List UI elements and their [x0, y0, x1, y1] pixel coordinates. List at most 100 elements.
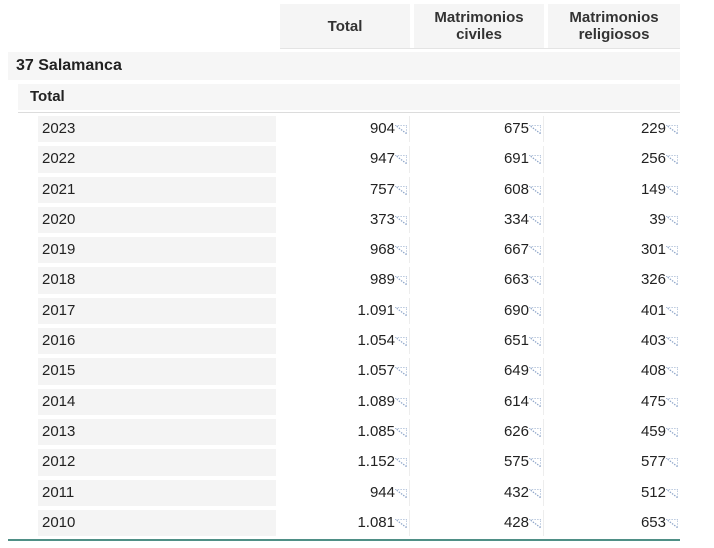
religiosos-value: 149	[640, 180, 666, 198]
year-cell: 2023	[38, 116, 276, 143]
note-icon[interactable]	[527, 359, 542, 378]
total-cell[interactable]: 1.081	[280, 509, 410, 537]
table-row: 2021 757 608 149	[0, 175, 714, 205]
note-icon[interactable]	[664, 359, 679, 378]
total-cell[interactable]: 1.091	[280, 297, 410, 325]
year-cell: 2012	[38, 449, 276, 476]
note-icon[interactable]	[527, 208, 542, 227]
note-icon[interactable]	[393, 178, 408, 196]
total-cell[interactable]: 1.089	[280, 388, 410, 415]
religiosos-value: 459	[640, 422, 666, 440]
civiles-cell[interactable]: 614	[414, 388, 544, 415]
note-icon[interactable]	[527, 299, 542, 317]
civiles-cell[interactable]: 651	[414, 328, 544, 355]
note-icon[interactable]	[393, 390, 408, 408]
civiles-cell[interactable]: 428	[414, 509, 544, 537]
note-icon[interactable]	[527, 390, 542, 408]
note-icon[interactable]	[664, 420, 679, 439]
note-icon[interactable]	[527, 450, 542, 469]
religiosos-cell[interactable]: 403	[548, 328, 680, 354]
note-icon[interactable]	[393, 511, 408, 530]
note-icon[interactable]	[664, 147, 679, 166]
religiosos-cell[interactable]: 475	[548, 389, 680, 415]
note-icon[interactable]	[527, 238, 542, 257]
note-icon[interactable]	[393, 420, 408, 439]
note-icon[interactable]	[527, 481, 542, 499]
note-icon[interactable]	[393, 238, 408, 257]
total-cell[interactable]: 373	[280, 206, 410, 234]
civiles-cell[interactable]: 334	[414, 206, 544, 234]
religiosos-cell[interactable]: 229	[548, 116, 680, 142]
note-icon[interactable]	[664, 329, 679, 348]
religiosos-cell[interactable]: 39	[548, 207, 680, 233]
total-cell[interactable]: 944	[280, 479, 410, 506]
note-icon[interactable]	[527, 147, 542, 166]
note-icon[interactable]	[393, 299, 408, 317]
total-value: 968	[369, 241, 395, 259]
note-icon[interactable]	[527, 117, 542, 136]
religiosos-cell[interactable]: 301	[548, 237, 680, 263]
civiles-cell[interactable]: 663	[414, 267, 544, 294]
religiosos-cell[interactable]: 408	[548, 358, 680, 384]
civiles-value: 626	[503, 422, 529, 440]
note-icon[interactable]	[664, 481, 679, 499]
note-icon[interactable]	[664, 390, 679, 408]
note-icon[interactable]	[393, 117, 408, 136]
year-cell: 2019	[38, 237, 276, 264]
total-cell[interactable]: 904	[280, 116, 410, 143]
note-icon[interactable]	[393, 268, 408, 287]
total-cell[interactable]: 947	[280, 146, 410, 173]
total-cell[interactable]: 1.085	[280, 418, 410, 446]
total-cell[interactable]: 989	[280, 267, 410, 294]
civiles-cell[interactable]: 626	[414, 418, 544, 446]
religiosos-cell[interactable]: 653	[548, 510, 680, 536]
note-icon[interactable]	[393, 208, 408, 227]
civiles-value: 432	[503, 483, 529, 501]
note-icon[interactable]	[527, 268, 542, 287]
religiosos-cell[interactable]: 401	[548, 298, 680, 324]
civiles-cell[interactable]: 675	[414, 116, 544, 143]
year-cell: 2022	[38, 146, 276, 173]
religiosos-cell[interactable]: 459	[548, 419, 680, 445]
total-cell[interactable]: 1.152	[280, 449, 410, 476]
note-icon[interactable]	[664, 268, 679, 287]
note-icon[interactable]	[527, 420, 542, 439]
note-icon[interactable]	[664, 299, 679, 317]
civiles-cell[interactable]: 649	[414, 358, 544, 385]
civiles-cell[interactable]: 432	[414, 479, 544, 506]
religiosos-cell[interactable]: 149	[548, 177, 680, 203]
total-value: 1.089	[357, 392, 395, 410]
note-icon[interactable]	[527, 178, 542, 196]
religiosos-cell[interactable]: 512	[548, 480, 680, 506]
civiles-cell[interactable]: 691	[414, 146, 544, 173]
note-icon[interactable]	[393, 450, 408, 469]
note-icon[interactable]	[664, 238, 679, 257]
religiosos-cell[interactable]: 577	[548, 449, 680, 475]
column-header-total[interactable]: Total	[280, 4, 410, 48]
total-cell[interactable]: 1.057	[280, 358, 410, 385]
total-cell[interactable]: 968	[280, 237, 410, 264]
column-header-matrimonios-religiosos[interactable]: Matrimonios religiosos	[548, 4, 680, 48]
column-header-matrimonios-civiles[interactable]: Matrimonios civiles	[414, 4, 544, 48]
note-icon[interactable]	[393, 147, 408, 166]
religiosos-cell[interactable]: 256	[548, 146, 680, 172]
civiles-cell[interactable]: 608	[414, 176, 544, 203]
note-icon[interactable]	[664, 117, 679, 136]
table-row: 2016 1.054 651 403	[0, 326, 714, 356]
note-icon[interactable]	[393, 481, 408, 499]
note-icon[interactable]	[393, 329, 408, 348]
civiles-cell[interactable]: 690	[414, 297, 544, 325]
note-icon[interactable]	[664, 450, 679, 469]
note-icon[interactable]	[527, 511, 542, 530]
total-cell[interactable]: 1.054	[280, 328, 410, 355]
note-icon[interactable]	[664, 511, 679, 530]
religiosos-cell[interactable]: 326	[548, 267, 680, 293]
note-icon[interactable]	[393, 359, 408, 378]
civiles-cell[interactable]: 575	[414, 449, 544, 476]
total-cell[interactable]: 757	[280, 176, 410, 203]
note-icon[interactable]	[664, 208, 679, 227]
total-value: 947	[369, 150, 395, 168]
civiles-cell[interactable]: 667	[414, 237, 544, 264]
note-icon[interactable]	[527, 329, 542, 348]
note-icon[interactable]	[664, 178, 679, 196]
